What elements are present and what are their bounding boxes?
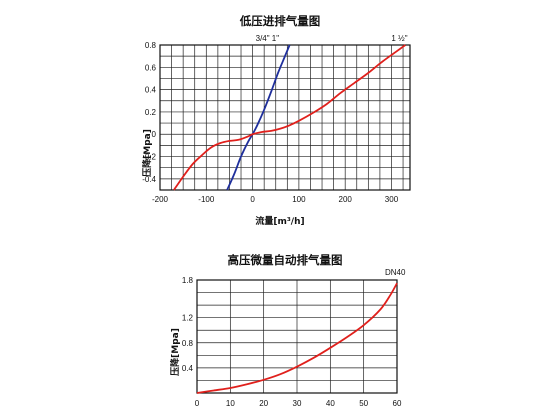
high-pressure-chart: 高压微量自动排气量图 0 10 20 30 40 50 60 0.4 0.8 1.2 1.8 压降[Mp… — [169, 253, 406, 408]
y-tick-label: 0.4 — [145, 86, 157, 95]
y-tick-label: -0.2 — [142, 153, 156, 162]
x-tick-label: -100 — [198, 195, 215, 204]
gridlines — [196, 279, 398, 394]
x-tick-label: 0 — [195, 399, 200, 408]
y-axis-label: 压降[Mpa] — [169, 328, 181, 376]
x-tick-label: 40 — [326, 399, 335, 408]
x-tick-label: 100 — [292, 195, 306, 204]
x-tick-label: 200 — [339, 195, 353, 204]
y-tick-label: 0.2 — [145, 108, 157, 117]
y-tick-label: -0.4 — [142, 175, 156, 184]
y-tick-label: 1.2 — [182, 314, 194, 323]
y-tick-label: 0 — [152, 130, 157, 139]
x-tick-label: 0 — [250, 195, 255, 204]
x-tick-label: 10 — [226, 399, 235, 408]
series-label: DN40 — [385, 268, 406, 277]
plot-frame — [196, 279, 398, 394]
y-tick-label: 1.8 — [182, 276, 194, 285]
chart-title: 高压微量自动排气量图 — [228, 253, 343, 267]
x-axis-label: 流量[m³/h] — [255, 215, 304, 227]
x-tick-label: 60 — [393, 399, 402, 408]
x-tick-label: 300 — [385, 195, 399, 204]
y-tick-label: 0.8 — [145, 41, 157, 50]
series-label: 1 ½" — [391, 34, 407, 43]
x-tick-label: 50 — [359, 399, 368, 408]
y-tick-label: 0.4 — [182, 364, 194, 373]
y-axis-label: 压降[Mpa] — [141, 129, 153, 177]
plot-frame — [159, 44, 411, 191]
x-tick-label: 20 — [259, 399, 268, 408]
series-line — [226, 44, 291, 191]
y-tick-label: 0.6 — [145, 63, 157, 72]
series-line — [196, 282, 398, 394]
gridlines — [159, 44, 410, 191]
x-tick-label: -200 — [152, 195, 169, 204]
y-tick-label: 0.8 — [182, 339, 194, 348]
chart-title: 低压进排气量图 — [239, 14, 321, 28]
low-pressure-chart: 低压进排气量图 -200 -100 0 100 200 300 -0.4 -0.2 0 0.2 0.4… — [141, 14, 411, 227]
series-label: 3/4" 1" — [256, 34, 280, 43]
series-line — [173, 44, 406, 191]
x-tick-label: 30 — [293, 399, 302, 408]
